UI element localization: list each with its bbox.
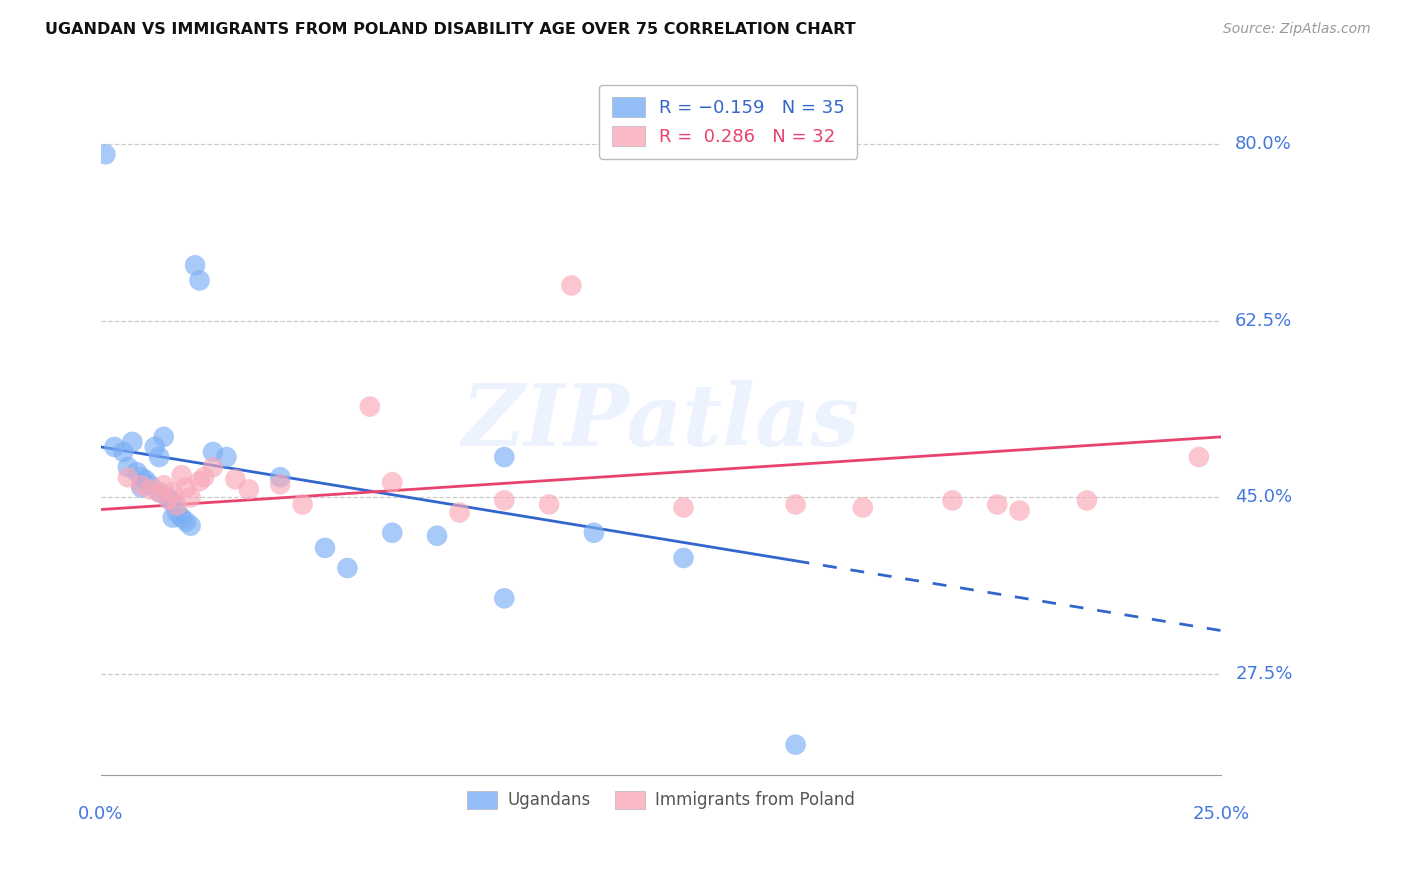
Point <box>426 529 449 543</box>
Point <box>112 445 135 459</box>
Point <box>1008 503 1031 517</box>
Point <box>1188 450 1211 464</box>
Point <box>494 493 516 508</box>
Point <box>117 460 139 475</box>
Text: 80.0%: 80.0% <box>1236 136 1292 153</box>
Text: 62.5%: 62.5% <box>1236 312 1292 330</box>
Point <box>449 506 471 520</box>
Point <box>148 450 170 464</box>
Point <box>135 473 157 487</box>
Point <box>381 475 404 490</box>
Point <box>174 515 197 529</box>
Point <box>103 440 125 454</box>
Point <box>152 478 174 492</box>
Point <box>129 478 152 492</box>
Text: ZIPatlas: ZIPatlas <box>463 380 860 464</box>
Text: UGANDAN VS IMMIGRANTS FROM POLAND DISABILITY AGE OVER 75 CORRELATION CHART: UGANDAN VS IMMIGRANTS FROM POLAND DISABI… <box>45 22 856 37</box>
Point <box>157 491 180 505</box>
Point <box>941 493 963 508</box>
Point <box>162 485 184 500</box>
Point <box>180 518 202 533</box>
Point <box>121 434 143 449</box>
Text: 25.0%: 25.0% <box>1192 805 1250 823</box>
Point <box>215 450 238 464</box>
Point <box>148 485 170 500</box>
Point <box>143 440 166 454</box>
Point <box>129 470 152 484</box>
Point <box>785 498 807 512</box>
Point <box>291 498 314 512</box>
Point <box>148 485 170 500</box>
Point <box>184 258 207 272</box>
Point <box>582 525 605 540</box>
Point <box>238 483 260 497</box>
Point <box>188 475 211 489</box>
Point <box>269 470 291 484</box>
Point <box>336 561 359 575</box>
Point <box>986 498 1008 512</box>
Point <box>494 450 516 464</box>
Point <box>152 430 174 444</box>
Point <box>672 500 695 515</box>
Point <box>224 472 246 486</box>
Point <box>785 738 807 752</box>
Point <box>162 495 184 509</box>
Point <box>157 492 180 507</box>
Point <box>852 500 875 515</box>
Point <box>170 468 193 483</box>
Point <box>180 491 202 505</box>
Point <box>1076 493 1098 508</box>
Point <box>538 498 561 512</box>
Point <box>269 477 291 491</box>
Point <box>166 506 188 520</box>
Point <box>129 480 152 494</box>
Point <box>672 551 695 566</box>
Text: 27.5%: 27.5% <box>1236 665 1292 683</box>
Legend: Ugandans, Immigrants from Poland: Ugandans, Immigrants from Poland <box>460 784 862 816</box>
Point <box>162 510 184 524</box>
Point <box>170 510 193 524</box>
Point <box>139 483 162 497</box>
Text: Source: ZipAtlas.com: Source: ZipAtlas.com <box>1223 22 1371 37</box>
Point <box>560 278 582 293</box>
Point <box>359 400 381 414</box>
Point <box>139 478 162 492</box>
Point <box>314 541 336 555</box>
Point <box>494 591 516 606</box>
Point <box>125 465 148 479</box>
Point <box>94 147 117 161</box>
Point <box>166 499 188 513</box>
Point <box>381 525 404 540</box>
Point <box>174 480 197 494</box>
Point <box>201 445 224 459</box>
Text: 45.0%: 45.0% <box>1236 489 1292 507</box>
Point <box>193 470 215 484</box>
Point <box>188 273 211 287</box>
Text: 0.0%: 0.0% <box>79 805 124 823</box>
Point <box>117 470 139 484</box>
Point <box>201 460 224 475</box>
